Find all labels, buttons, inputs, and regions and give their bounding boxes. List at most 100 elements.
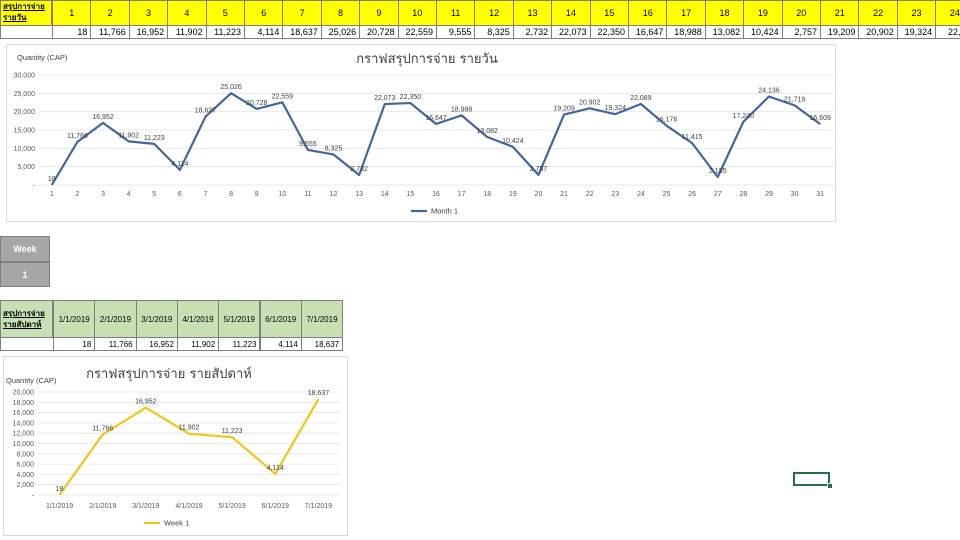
daily-value-cell[interactable]: 11,223 (205, 25, 245, 39)
y-tick-label: 16,000 (13, 410, 35, 417)
weekly-table-header-label[interactable]: สรุปการจ่าย รายสัปดาห์ (0, 300, 53, 338)
daily-day-header[interactable]: 20 (781, 0, 821, 26)
selected-cell[interactable] (793, 472, 830, 486)
weekly-value-cell[interactable]: 11,902 (176, 337, 220, 351)
daily-day-header[interactable]: 4 (167, 0, 207, 26)
daily-value-cell[interactable]: 2,732 (512, 25, 553, 39)
daily-value-cell[interactable]: 13,082 (704, 25, 745, 39)
daily-value-cell[interactable]: 25,026 (320, 25, 361, 39)
daily-day-header[interactable]: 7 (282, 0, 322, 26)
x-tick-label: 28 (739, 191, 747, 198)
daily-value-cell[interactable]: 19,324 (896, 25, 937, 39)
daily-value-cell[interactable]: 8,325 (474, 25, 514, 39)
x-tick-label: 12 (330, 191, 338, 198)
x-tick-label: 17 (458, 191, 466, 198)
daily-value-cell[interactable]: 10,424 (743, 25, 783, 39)
daily-value-cell[interactable]: 18 (52, 25, 92, 39)
weekly-value-cell[interactable]: 11,766 (94, 337, 137, 351)
daily-chart[interactable]: กราฟสรุปการจ่าย รายวัน Quantity (CAP) - 5,0… (6, 44, 836, 222)
data-label: 2,185 (709, 168, 727, 175)
daily-value-cell[interactable]: 22,073 (551, 25, 591, 39)
daily-day-header[interactable]: 5 (205, 0, 245, 26)
daily-value-cell[interactable]: 2,757 (781, 25, 821, 39)
data-label: 18 (48, 176, 56, 183)
week-number-cell[interactable]: 1 (0, 262, 50, 287)
daily-day-header[interactable]: 19 (743, 0, 783, 26)
daily-value-cell[interactable]: 18,988 (666, 25, 706, 39)
data-label: 8,325 (325, 145, 343, 152)
daily-value-cell[interactable]: 22,559 (397, 25, 437, 39)
daily-day-header[interactable]: 13 (512, 0, 553, 26)
weekly-chart[interactable]: กราฟสรุปการจ่าย รายสัปดาห์ Quantity (CAP)… (3, 356, 348, 536)
weekly-value-cell[interactable]: 11,223 (218, 337, 261, 351)
x-tick-label: 29 (765, 191, 773, 198)
x-tick-label: 5/1/2019 (219, 503, 246, 510)
data-label: 16,176 (656, 117, 678, 124)
weekly-chart-svg: กราฟสรุปการจ่าย รายสัปดาห์ Quantity (CAP)… (6, 366, 340, 528)
week-label-cell[interactable]: Week (0, 236, 50, 262)
chart-title: กราฟสรุปการจ่าย รายสัปดาห์ (86, 366, 252, 382)
daily-value-cell[interactable]: 19,209 (820, 25, 860, 39)
daily-day-header[interactable]: 10 (397, 0, 437, 26)
fill-handle[interactable] (827, 483, 833, 489)
weekly-date-header[interactable]: 7/1/2019 (300, 300, 344, 338)
data-label: 11,223 (222, 428, 243, 435)
daily-value-cell[interactable]: 11,766 (90, 25, 130, 39)
daily-table-blank-cell[interactable] (0, 25, 53, 39)
daily-value-cell[interactable]: 16,647 (628, 25, 668, 39)
data-label: 11,223 (144, 135, 165, 142)
weekly-date-header[interactable]: 1/1/2019 (53, 300, 96, 338)
daily-value-cell[interactable]: 4,114 (244, 25, 284, 39)
weekly-value-cell[interactable]: 16,952 (135, 337, 178, 351)
data-label: 9,555 (299, 141, 317, 148)
data-label: 13,082 (477, 128, 499, 135)
weekly-value-cell[interactable]: 18 (53, 337, 96, 351)
daily-table-header-label[interactable]: สรุปการจ่าย รายวัน (0, 0, 52, 26)
weekly-value-cell[interactable]: 18,637 (300, 337, 344, 351)
data-label: 10,424 (502, 138, 524, 145)
weekly-date-header[interactable]: 2/1/2019 (94, 300, 137, 338)
y-tick-label: 2,000 (16, 482, 34, 489)
daily-day-header[interactable]: 6 (244, 0, 284, 26)
daily-value-cell[interactable]: 22,08 (935, 25, 960, 39)
x-tick-label: 25 (663, 191, 671, 198)
y-tick-label: 30,000 (14, 73, 36, 80)
daily-day-header[interactable]: 12 (474, 0, 514, 26)
weekly-date-header[interactable]: 4/1/2019 (176, 300, 220, 338)
daily-day-header[interactable]: 1 (52, 0, 92, 26)
x-tick-label: 2/1/2019 (89, 503, 116, 510)
x-tick-label: 19 (509, 191, 517, 198)
daily-day-header[interactable]: 11 (436, 0, 476, 26)
daily-value-cell[interactable]: 16,952 (128, 25, 169, 39)
daily-day-header[interactable]: 8 (320, 0, 361, 26)
daily-value-cell[interactable]: 18,637 (282, 25, 322, 39)
data-label: 22,089 (630, 95, 652, 102)
weekly-date-header[interactable]: 3/1/2019 (135, 300, 178, 338)
weekly-table-blank-cell[interactable] (0, 337, 54, 351)
daily-day-header[interactable]: 3 (128, 0, 169, 26)
daily-value-cell[interactable]: 20,902 (858, 25, 898, 39)
daily-value-cell[interactable]: 9,555 (436, 25, 476, 39)
daily-value-cell[interactable]: 11,902 (167, 25, 207, 39)
daily-day-header[interactable]: 22 (858, 0, 898, 26)
daily-day-header[interactable]: 17 (666, 0, 706, 26)
y-tick-label: 14,000 (13, 420, 35, 427)
daily-day-header[interactable]: 16 (628, 0, 668, 26)
daily-day-header[interactable]: 9 (359, 0, 399, 26)
weekly-date-header[interactable]: 6/1/2019 (259, 300, 302, 338)
x-tick-label: 11 (304, 191, 311, 198)
daily-day-header[interactable]: 24 (935, 0, 960, 26)
data-label: 18 (56, 486, 64, 493)
x-tick-label: 5 (152, 191, 156, 198)
daily-day-header[interactable]: 15 (589, 0, 629, 26)
daily-day-header[interactable]: 21 (820, 0, 860, 26)
daily-value-cell[interactable]: 20,728 (359, 25, 399, 39)
daily-day-header[interactable]: 14 (551, 0, 591, 26)
daily-day-header[interactable]: 2 (90, 0, 130, 26)
weekly-date-header[interactable]: 5/1/2019 (218, 300, 261, 338)
x-tick-label: 27 (714, 191, 722, 198)
daily-value-cell[interactable]: 22,350 (589, 25, 629, 39)
weekly-value-cell[interactable]: 4,114 (259, 337, 302, 351)
daily-day-header[interactable]: 23 (896, 0, 937, 26)
daily-day-header[interactable]: 18 (704, 0, 745, 26)
